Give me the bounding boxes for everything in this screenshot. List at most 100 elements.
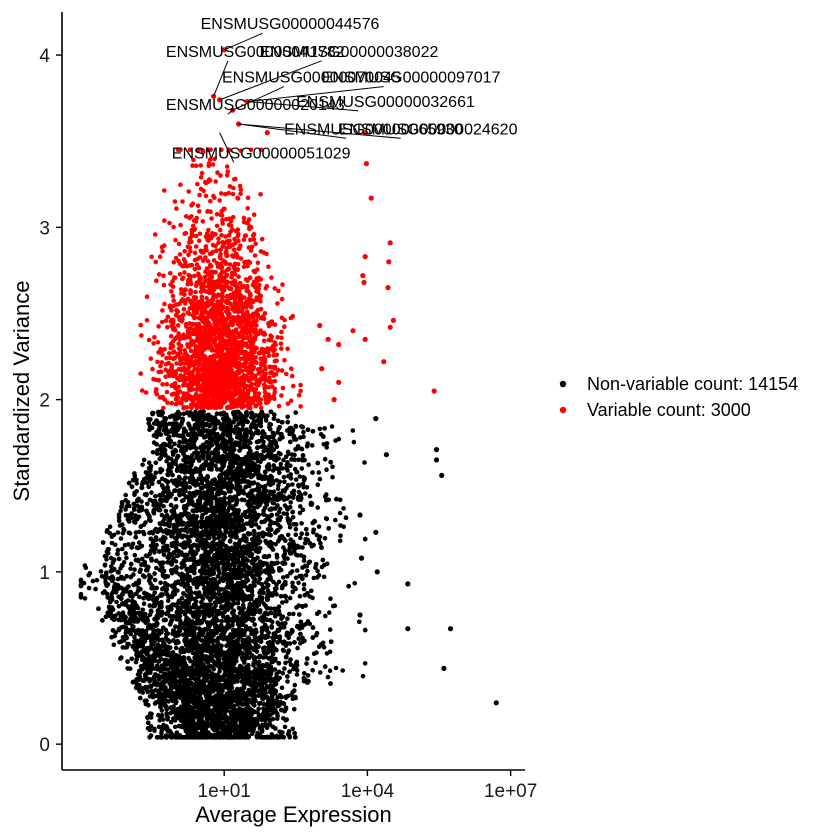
point-non-variable (338, 533, 343, 538)
point-non-variable (175, 409, 181, 415)
point-non-variable (178, 621, 183, 627)
point-non-variable (330, 603, 336, 609)
point-non-variable (132, 552, 138, 558)
point-non-variable (90, 578, 96, 584)
point-non-variable (199, 515, 205, 520)
point-non-variable (307, 493, 313, 499)
point-non-variable (273, 506, 278, 511)
point-non-variable (155, 663, 160, 668)
point-non-variable (141, 601, 147, 606)
point-non-variable (134, 545, 140, 550)
point-non-variable (299, 466, 305, 471)
point-non-variable (132, 473, 138, 479)
point-non-variable (314, 611, 320, 617)
point-non-variable (207, 535, 212, 541)
point-non-variable (123, 551, 128, 556)
point-non-variable (301, 558, 307, 563)
point-non-variable (266, 553, 272, 559)
point-non-variable (146, 460, 152, 466)
point-non-variable (276, 622, 282, 627)
point-non-variable (301, 477, 307, 483)
point-non-variable (338, 523, 343, 528)
point-non-variable (141, 457, 147, 463)
point-non-variable (179, 605, 184, 610)
point-non-variable (281, 648, 287, 653)
point-non-variable (313, 660, 318, 665)
point-non-variable (124, 555, 129, 561)
point-non-variable (265, 498, 271, 504)
point-non-variable (333, 517, 338, 523)
point-non-variable (296, 580, 301, 586)
point-non-variable (262, 650, 267, 656)
point-non-variable (315, 568, 320, 574)
point-non-variable (296, 457, 301, 463)
point-non-variable (150, 411, 155, 417)
point-non-variable (159, 708, 165, 713)
point-non-variable (109, 534, 115, 539)
point-non-variable (238, 514, 244, 520)
point-non-variable (161, 625, 166, 630)
point-non-variable (301, 434, 306, 440)
point-non-variable (134, 477, 139, 483)
point-non-variable (300, 545, 305, 550)
point-non-variable (252, 622, 257, 627)
point-non-variable (294, 672, 300, 677)
point-non-variable (122, 542, 128, 548)
point-non-variable (306, 462, 311, 468)
point-non-variable (198, 473, 203, 478)
point-non-variable (234, 455, 240, 461)
point-non-variable (287, 595, 293, 601)
point-non-variable (283, 660, 288, 666)
point-non-variable (290, 562, 296, 568)
point-non-variable (175, 638, 180, 644)
point-non-variable (283, 538, 288, 543)
point-non-variable (290, 580, 295, 586)
point-non-variable (209, 465, 214, 471)
point-non-variable (267, 421, 272, 427)
point-non-variable (239, 527, 245, 533)
point-non-variable (149, 490, 154, 495)
point-non-variable (179, 565, 184, 570)
point-non-variable (172, 441, 177, 447)
point-non-variable (158, 409, 164, 415)
point-non-variable (319, 544, 324, 550)
point-non-variable (318, 540, 323, 546)
point-non-variable (311, 575, 317, 581)
point-non-variable (112, 633, 117, 639)
point-non-variable (147, 612, 153, 618)
point-non-variable (288, 500, 294, 505)
point-non-variable (283, 695, 289, 700)
point-non-variable (149, 688, 154, 693)
point-non-variable (107, 524, 113, 529)
point-non-variable (292, 735, 298, 740)
point-non-variable (209, 607, 215, 612)
point-non-variable (229, 603, 234, 609)
point-non-variable (215, 450, 221, 455)
point-non-variable (293, 575, 299, 581)
point-non-variable (128, 566, 133, 571)
point-non-variable (120, 645, 126, 650)
point-non-variable (187, 423, 192, 429)
point-non-variable (285, 515, 291, 521)
point-non-variable (263, 445, 268, 450)
point-non-variable (290, 482, 295, 487)
point-non-variable (292, 688, 297, 693)
point-non-variable (161, 552, 167, 557)
point-non-variable (87, 570, 93, 576)
point-non-variable (158, 432, 164, 437)
point-non-variable (297, 594, 303, 599)
point-non-variable (211, 505, 217, 511)
point-non-variable (153, 460, 159, 466)
point-non-variable (285, 468, 290, 473)
point-non-variable (176, 443, 182, 448)
point-non-variable (181, 463, 186, 468)
point-non-variable (215, 561, 220, 566)
point-non-variable (258, 417, 264, 423)
point-non-variable (163, 589, 169, 595)
point-non-variable (278, 461, 284, 467)
point-non-variable (148, 543, 154, 549)
point-non-variable (123, 492, 128, 498)
point-non-variable (205, 485, 210, 490)
point-non-variable (183, 552, 189, 558)
point-non-variable (304, 661, 309, 666)
